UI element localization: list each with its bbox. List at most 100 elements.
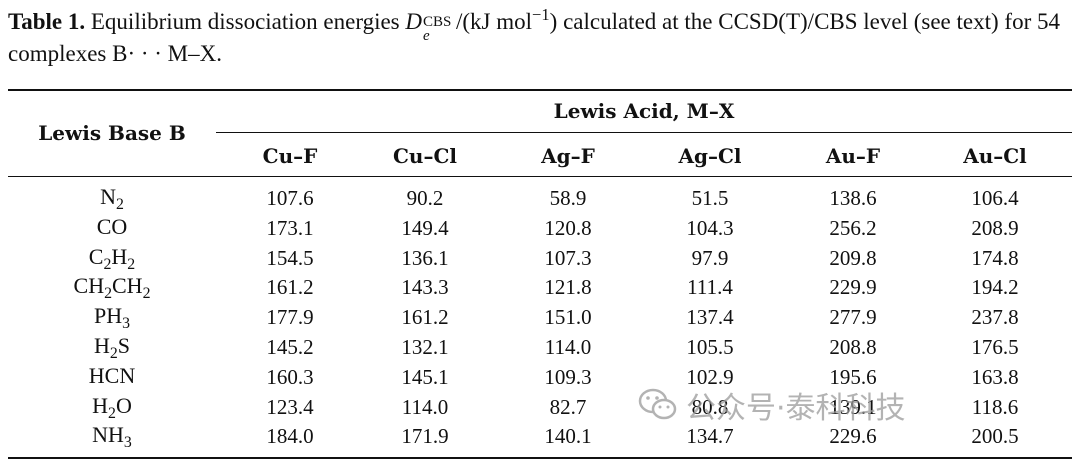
energy-cell: 104.3 (686, 215, 734, 240)
energy-cell: 163.8 (971, 364, 1019, 389)
energy-cell: 171.9 (401, 424, 449, 449)
caption-symbol-sup: CBS (423, 14, 452, 30)
formula-part: NH (92, 422, 124, 448)
caption-label: Table 1. (8, 9, 86, 34)
formula-part: N (100, 184, 116, 209)
row-label-header: Lewis Base B (38, 121, 186, 145)
energy-cell: 174.8 (971, 245, 1019, 270)
caption-text-after: calculated at the CCSD(T)/CBS level (see… (8, 9, 1060, 66)
energy-cell: 195.6 (829, 364, 877, 389)
column-header: Ag–F (541, 144, 595, 168)
formula-part: O (115, 392, 132, 418)
energy-cell: 90.2 (406, 186, 444, 210)
energy-cell: 277.9 (829, 305, 877, 330)
energy-cell: 200.5 (971, 424, 1019, 449)
energy-cell: 145.1 (401, 364, 449, 389)
energy-cell: 194.2 (971, 275, 1019, 300)
energy-cell: 123.4 (266, 394, 314, 419)
energy-cell: 208.8 (829, 335, 877, 359)
energy-cell: 149.4 (401, 215, 449, 240)
column-header: Cu–F (262, 144, 318, 168)
formula-part: 2 (104, 285, 112, 303)
energy-cell: 229.6 (829, 424, 877, 449)
watermark: 公众号·泰科科技 (638, 383, 906, 427)
energy-cell: 109.3 (544, 364, 592, 389)
energy-cell: 102.9 (686, 364, 734, 389)
energy-cell: 107.6 (266, 186, 314, 210)
energy-cell: 107.3 (544, 245, 592, 270)
lewis-base-label: HCN (20, 363, 204, 389)
column-header: Ag–Cl (678, 144, 742, 168)
watermark-text: 公众号·泰科科技 (686, 391, 906, 426)
lewis-base-label: N2 (20, 184, 204, 213)
energy-cell: 114.0 (544, 335, 592, 359)
formula-part: CH (112, 273, 143, 299)
lewis-base-label: CH2CH2 (20, 273, 204, 303)
caption-unit: /(kJ mol (456, 9, 533, 34)
table-caption: Table 1. Equilibrium dissociation energi… (8, 6, 1074, 70)
energy-cell: 105.5 (686, 335, 734, 359)
column-header: Au–F (825, 144, 881, 168)
energy-cell: 132.1 (401, 335, 449, 359)
lewis-base-label: H2S (20, 333, 204, 361)
energy-cell: 151.0 (544, 305, 592, 330)
energy-cell: 176.5 (971, 335, 1019, 359)
energy-cell: 143.3 (401, 275, 449, 300)
caption-unit-end: ) (549, 9, 558, 34)
formula-part: PH (93, 303, 123, 329)
caption-symbol-sub: e (423, 28, 430, 44)
column-header: Au–Cl (963, 144, 1027, 168)
formula-part: CO (96, 213, 128, 239)
formula-part: 3 (122, 314, 131, 332)
formula-part: HCN (88, 362, 136, 388)
table-top-rule (8, 89, 1072, 91)
formula-part: H (92, 392, 109, 418)
lewis-base-label: H2O (20, 392, 204, 422)
lewis-base-label: NH3 (20, 422, 204, 452)
group-header-rule (216, 132, 1072, 133)
energy-cell: 111.4 (687, 275, 733, 300)
energy-cell: 138.6 (829, 186, 877, 210)
formula-part: 2 (127, 255, 136, 273)
energy-cell: 184.0 (266, 424, 314, 449)
energy-cell: 160.3 (266, 364, 314, 389)
formula-part: C (88, 243, 104, 269)
energy-cell: 208.9 (971, 215, 1019, 240)
energy-cell: 173.1 (266, 215, 314, 240)
energy-cell: 120.8 (544, 215, 592, 240)
column-header: Cu–Cl (393, 144, 457, 168)
caption-symbol: D CBS e (405, 9, 456, 44)
formula-part: 2 (108, 404, 116, 422)
formula-part: 2 (115, 195, 124, 213)
formula-part: 2 (142, 285, 151, 303)
caption-unit-exp: −1 (532, 4, 550, 24)
energy-cell: 58.9 (549, 186, 587, 210)
energy-cell: 161.2 (401, 305, 449, 330)
lewis-base-label: CO (20, 214, 204, 240)
formula-part: S (117, 333, 131, 358)
energy-cell: 97.9 (691, 245, 729, 270)
energy-cell: 134.7 (686, 424, 734, 449)
wechat-icon (638, 388, 677, 420)
energy-cell: 209.8 (829, 245, 877, 270)
group-header: Lewis Acid, M–X (553, 99, 735, 123)
lewis-base-label: PH3 (20, 303, 204, 332)
energy-cell: 256.2 (829, 215, 877, 240)
energy-cell: 51.5 (691, 186, 729, 210)
formula-part: CH (73, 273, 105, 299)
energy-cell: 154.5 (266, 245, 314, 270)
lewis-base-label: C2H2 (20, 243, 204, 273)
energy-cell: 106.4 (971, 186, 1019, 210)
table-bottom-rule (8, 457, 1072, 459)
energy-cell: 161.2 (266, 275, 314, 300)
energy-cell: 229.9 (829, 275, 877, 300)
formula-part: H (111, 243, 128, 269)
energy-cell: 136.1 (401, 245, 449, 270)
formula-part: 3 (123, 434, 132, 452)
energy-cell: 145.2 (266, 335, 314, 359)
energy-cell: 80.8 (691, 394, 729, 419)
energy-cell: 82.7 (549, 394, 587, 419)
energy-cell: 139.1 (829, 394, 877, 419)
caption-text-before: Equilibrium dissociation energies (90, 9, 400, 34)
energy-cell: 137.4 (686, 305, 734, 330)
